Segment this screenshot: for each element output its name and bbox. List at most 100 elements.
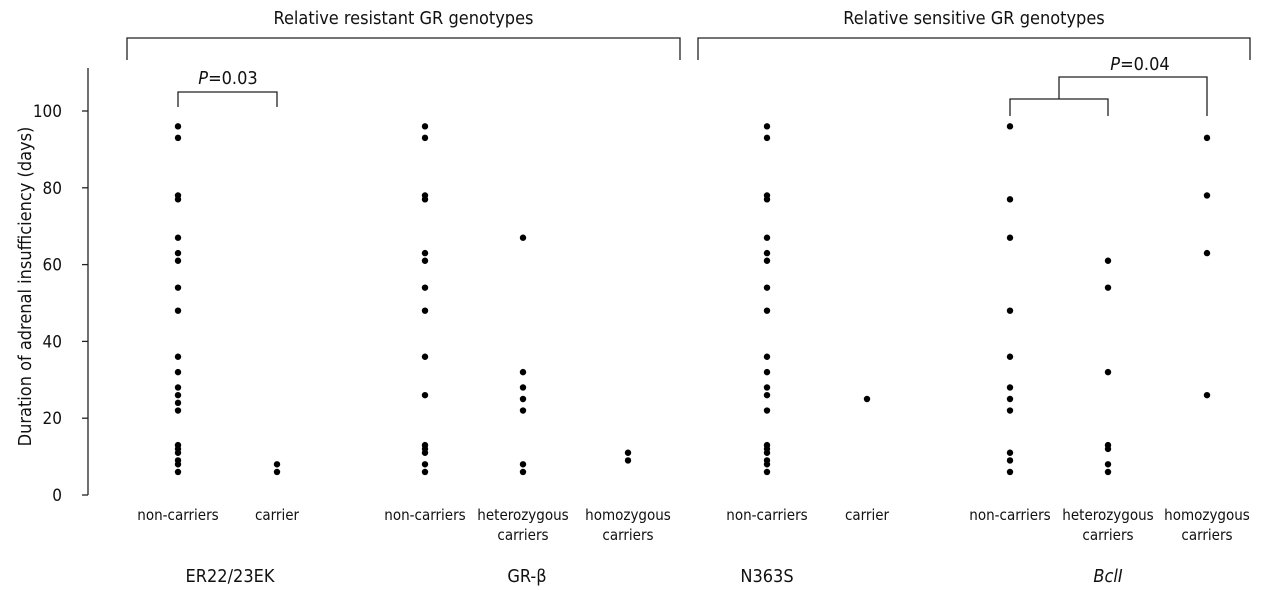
data-point bbox=[863, 395, 871, 403]
data-point bbox=[1006, 384, 1014, 391]
y-tick-label: 0 bbox=[52, 486, 62, 506]
category-label: carriers bbox=[497, 526, 548, 544]
data-point bbox=[763, 284, 771, 291]
data-point bbox=[763, 123, 771, 130]
p-value-prefix: P bbox=[198, 68, 208, 89]
data-point bbox=[1006, 395, 1014, 403]
data-point bbox=[1006, 307, 1014, 314]
data-point bbox=[174, 368, 182, 376]
data-point bbox=[421, 134, 429, 142]
data-point bbox=[519, 461, 527, 468]
data-point bbox=[763, 307, 771, 314]
category-label: carriers bbox=[602, 526, 653, 544]
data-point bbox=[1006, 468, 1014, 476]
category-label: carrier bbox=[845, 506, 890, 524]
data-point bbox=[1104, 257, 1112, 264]
data-point bbox=[421, 284, 429, 291]
data-point bbox=[421, 257, 429, 264]
data-point bbox=[1104, 468, 1112, 476]
data-point bbox=[174, 468, 182, 476]
data-point bbox=[1203, 134, 1211, 142]
data-point bbox=[624, 457, 632, 464]
data-point bbox=[763, 457, 771, 464]
data-point bbox=[624, 449, 632, 456]
data-point bbox=[1006, 234, 1014, 241]
genotype-label: N363S bbox=[740, 566, 793, 587]
data-point bbox=[763, 353, 771, 360]
category-label: non-carriers bbox=[969, 506, 1050, 524]
data-point bbox=[174, 353, 182, 360]
data-point bbox=[421, 461, 429, 468]
data-point bbox=[421, 391, 429, 399]
data-point bbox=[1203, 249, 1211, 257]
data-point bbox=[174, 441, 182, 449]
y-tick-label: 100 bbox=[33, 102, 62, 122]
category-label: carrier bbox=[255, 506, 300, 524]
data-point bbox=[763, 257, 771, 264]
data-point bbox=[1104, 284, 1112, 291]
data-point bbox=[1006, 196, 1014, 203]
data-point bbox=[421, 192, 429, 199]
data-point bbox=[763, 391, 771, 399]
data-point bbox=[174, 399, 182, 407]
data-point bbox=[174, 257, 182, 264]
data-point bbox=[174, 192, 182, 199]
y-tick-label: 40 bbox=[43, 332, 62, 352]
data-point bbox=[174, 407, 182, 414]
data-point bbox=[763, 134, 771, 142]
data-point bbox=[763, 407, 771, 414]
data-point bbox=[1203, 192, 1211, 199]
data-point bbox=[273, 468, 281, 476]
data-point bbox=[421, 441, 429, 449]
p-value-number: =0.03 bbox=[208, 68, 258, 89]
significance-bracket bbox=[1058, 76, 1208, 116]
data-point bbox=[519, 468, 527, 476]
y-axis-title: Duration of adrenal insufficiency (days) bbox=[15, 127, 36, 447]
data-point bbox=[763, 384, 771, 391]
data-point bbox=[273, 461, 281, 468]
category-label: non-carriers bbox=[726, 506, 807, 524]
data-point bbox=[174, 457, 182, 464]
genotype-label: GR-β bbox=[507, 566, 546, 587]
genotype-group-bracket bbox=[126, 37, 681, 60]
data-point bbox=[421, 353, 429, 360]
data-point bbox=[174, 234, 182, 241]
y-tick-label: 80 bbox=[43, 179, 62, 199]
data-point bbox=[519, 234, 527, 241]
data-point bbox=[1006, 457, 1014, 464]
genotype-group-bracket bbox=[697, 37, 1251, 60]
genotype-group-label: Relative sensitive GR genotypes bbox=[843, 8, 1104, 29]
p-value-number: =0.04 bbox=[1120, 54, 1170, 75]
data-point bbox=[763, 468, 771, 476]
data-point bbox=[174, 123, 182, 130]
y-tick-label: 20 bbox=[43, 409, 62, 429]
genotype-label: BclI bbox=[1093, 566, 1123, 587]
category-label: heterozygous bbox=[477, 506, 568, 524]
data-point bbox=[519, 395, 527, 403]
data-point bbox=[174, 307, 182, 314]
data-point bbox=[1203, 391, 1211, 399]
data-point bbox=[519, 384, 527, 391]
category-label: homozygous bbox=[585, 506, 671, 524]
data-point bbox=[519, 407, 527, 414]
data-point bbox=[174, 384, 182, 391]
data-point bbox=[1104, 441, 1112, 449]
data-point bbox=[1006, 353, 1014, 360]
data-point bbox=[421, 307, 429, 314]
category-label: non-carriers bbox=[384, 506, 465, 524]
data-point bbox=[174, 391, 182, 399]
data-point bbox=[763, 368, 771, 376]
genotype-label: ER22/23EK bbox=[186, 566, 275, 587]
data-point bbox=[174, 284, 182, 291]
data-point bbox=[763, 192, 771, 199]
category-label: homozygous bbox=[1164, 506, 1250, 524]
significance-bracket bbox=[177, 91, 278, 107]
data-point bbox=[519, 368, 527, 376]
p-value-label: P=0.03 bbox=[198, 68, 257, 89]
data-point bbox=[1006, 449, 1014, 456]
data-point bbox=[763, 234, 771, 241]
category-label: heterozygous bbox=[1062, 506, 1153, 524]
data-point bbox=[1104, 368, 1112, 376]
y-tick-label: 60 bbox=[43, 256, 62, 276]
